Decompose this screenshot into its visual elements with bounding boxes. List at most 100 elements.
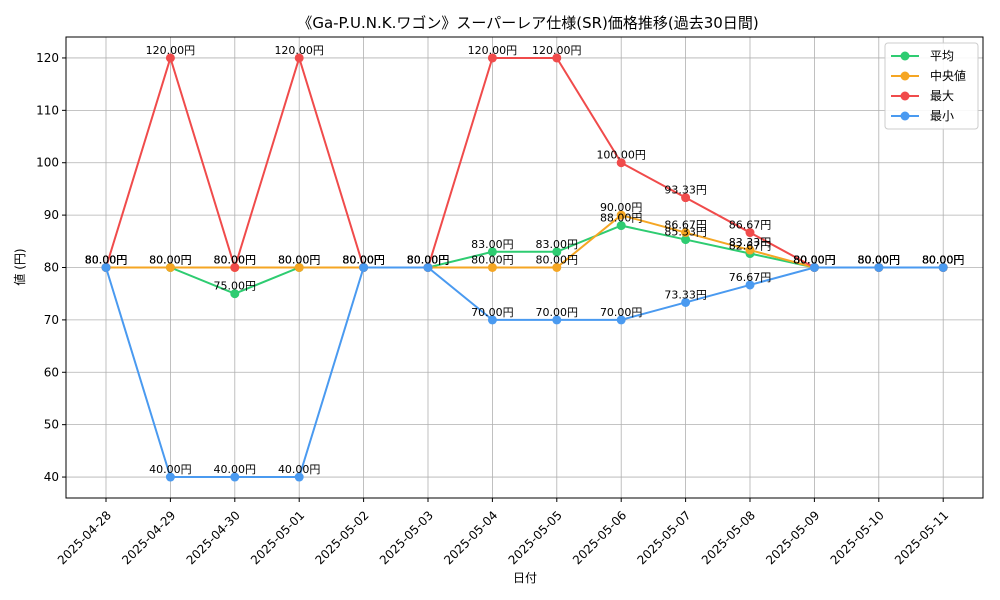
data-label: 40.00円	[278, 463, 321, 476]
data-label: 80.00円	[407, 254, 450, 267]
legend-marker	[900, 111, 910, 121]
data-label: 88.00円	[600, 212, 643, 225]
lines-layer	[101, 53, 948, 482]
data-point	[552, 315, 562, 325]
data-point	[809, 263, 819, 272]
x-tick-label: 2025-05-11	[892, 508, 951, 567]
data-point	[294, 472, 304, 482]
y-tick-label: 80	[44, 261, 59, 275]
data-label: 80.00円	[278, 254, 321, 267]
y-tick-label: 100	[36, 156, 59, 170]
legend-marker	[900, 91, 910, 101]
data-label: 80.00円	[471, 254, 514, 267]
data-point	[745, 280, 755, 290]
data-point	[165, 263, 175, 272]
data-label: 80.00円	[793, 254, 836, 267]
data-label: 80.00円	[85, 254, 128, 267]
data-label: 80.00円	[407, 254, 450, 267]
data-label: 80.00円	[793, 254, 836, 267]
y-tick-label: 70	[44, 313, 59, 327]
data-labels-layer: 80.00円 80.00円 75.00円 80.00円 80.00円 80.00円 83.0…	[85, 44, 965, 476]
y-tick-label: 90	[44, 208, 59, 222]
data-point	[616, 210, 626, 220]
data-point	[230, 472, 240, 482]
x-tick-label: 2025-05-02	[312, 508, 371, 567]
data-label: 80.00円	[149, 254, 192, 267]
data-label: 120.00円	[532, 44, 582, 57]
data-point	[230, 289, 240, 299]
legend-marker	[900, 71, 910, 81]
data-point	[165, 53, 175, 63]
data-point	[552, 53, 562, 63]
data-label: 80.00円	[793, 254, 836, 267]
data-label: 80.00円	[85, 254, 128, 267]
legend-box	[884, 42, 979, 130]
data-label: 80.00円	[922, 254, 965, 267]
data-point	[874, 263, 884, 272]
data-point	[101, 263, 111, 272]
data-label: 80.00円	[342, 254, 385, 267]
data-label: 80.00円	[214, 254, 257, 267]
data-label: 80.00円	[407, 254, 450, 267]
legend-label: 平均	[930, 49, 954, 63]
chart-title: 《Ga-P.U.N.K.ワゴン》スーパーレア仕様(SR)価格推移(過去30日間)	[297, 14, 758, 32]
x-tick-label: 2025-05-06	[570, 508, 629, 567]
data-label: 120.00円	[146, 44, 196, 57]
data-label: 83.00円	[471, 238, 514, 251]
data-label: 93.33円	[664, 184, 707, 197]
x-tick-label: 2025-05-08	[699, 508, 758, 567]
x-tick-label: 2025-05-01	[248, 508, 307, 567]
x-tick-label: 2025-05-05	[506, 508, 565, 567]
data-label: 80.00円	[342, 254, 385, 267]
x-axis-label: 日付	[513, 571, 537, 585]
data-label: 76.67円	[729, 271, 772, 284]
x-tick-label: 2025-04-29	[119, 508, 178, 567]
data-point	[681, 193, 691, 203]
data-label: 80.00円	[85, 254, 128, 267]
x-tick-label: 2025-05-03	[377, 508, 436, 567]
y-axis-label: 値 (円)	[12, 248, 27, 285]
x-tick-label: 2025-05-07	[634, 508, 693, 567]
data-point	[359, 263, 369, 272]
legend-label: 最小	[930, 109, 954, 123]
data-label: 70.00円	[471, 306, 514, 319]
data-label: 80.00円	[149, 254, 192, 267]
x-tick-label: 2025-05-04	[441, 508, 500, 567]
data-label: 86.67円	[664, 219, 707, 232]
x-tick-label: 2025-05-10	[828, 508, 887, 567]
data-label: 80.00円	[342, 254, 385, 267]
data-point	[681, 297, 691, 307]
y-tick-label: 110	[36, 103, 59, 117]
data-label: 80.00円	[214, 254, 257, 267]
data-point	[423, 263, 433, 272]
series-line	[105, 266, 944, 479]
legend-label: 中央値	[930, 68, 966, 83]
x-tick-label: 2025-04-30	[184, 508, 243, 567]
x-tick-label: 2025-04-28	[55, 508, 114, 567]
data-point	[165, 472, 175, 482]
data-label: 80.00円	[922, 254, 965, 267]
data-label: 80.00円	[858, 254, 901, 267]
data-label: 80.00円	[85, 254, 128, 267]
data-label: 70.00円	[600, 306, 643, 319]
data-label: 73.33円	[664, 288, 707, 301]
data-label: 120.00円	[274, 44, 324, 57]
data-point	[487, 247, 497, 257]
data-point	[681, 235, 691, 245]
data-label: 86.67円	[729, 219, 772, 232]
data-point	[616, 221, 626, 231]
data-point	[487, 263, 497, 272]
series-line	[106, 214, 944, 269]
data-point	[745, 228, 755, 238]
series-line	[105, 54, 944, 271]
data-label: 82.67円	[729, 240, 772, 253]
data-label: 80.00円	[407, 254, 450, 267]
data-point	[681, 228, 691, 238]
data-label: 75.00円	[214, 280, 257, 293]
data-point	[294, 263, 304, 272]
data-label: 40.00円	[149, 463, 192, 476]
legend-marker	[900, 51, 910, 61]
data-label: 80.00円	[922, 254, 965, 267]
